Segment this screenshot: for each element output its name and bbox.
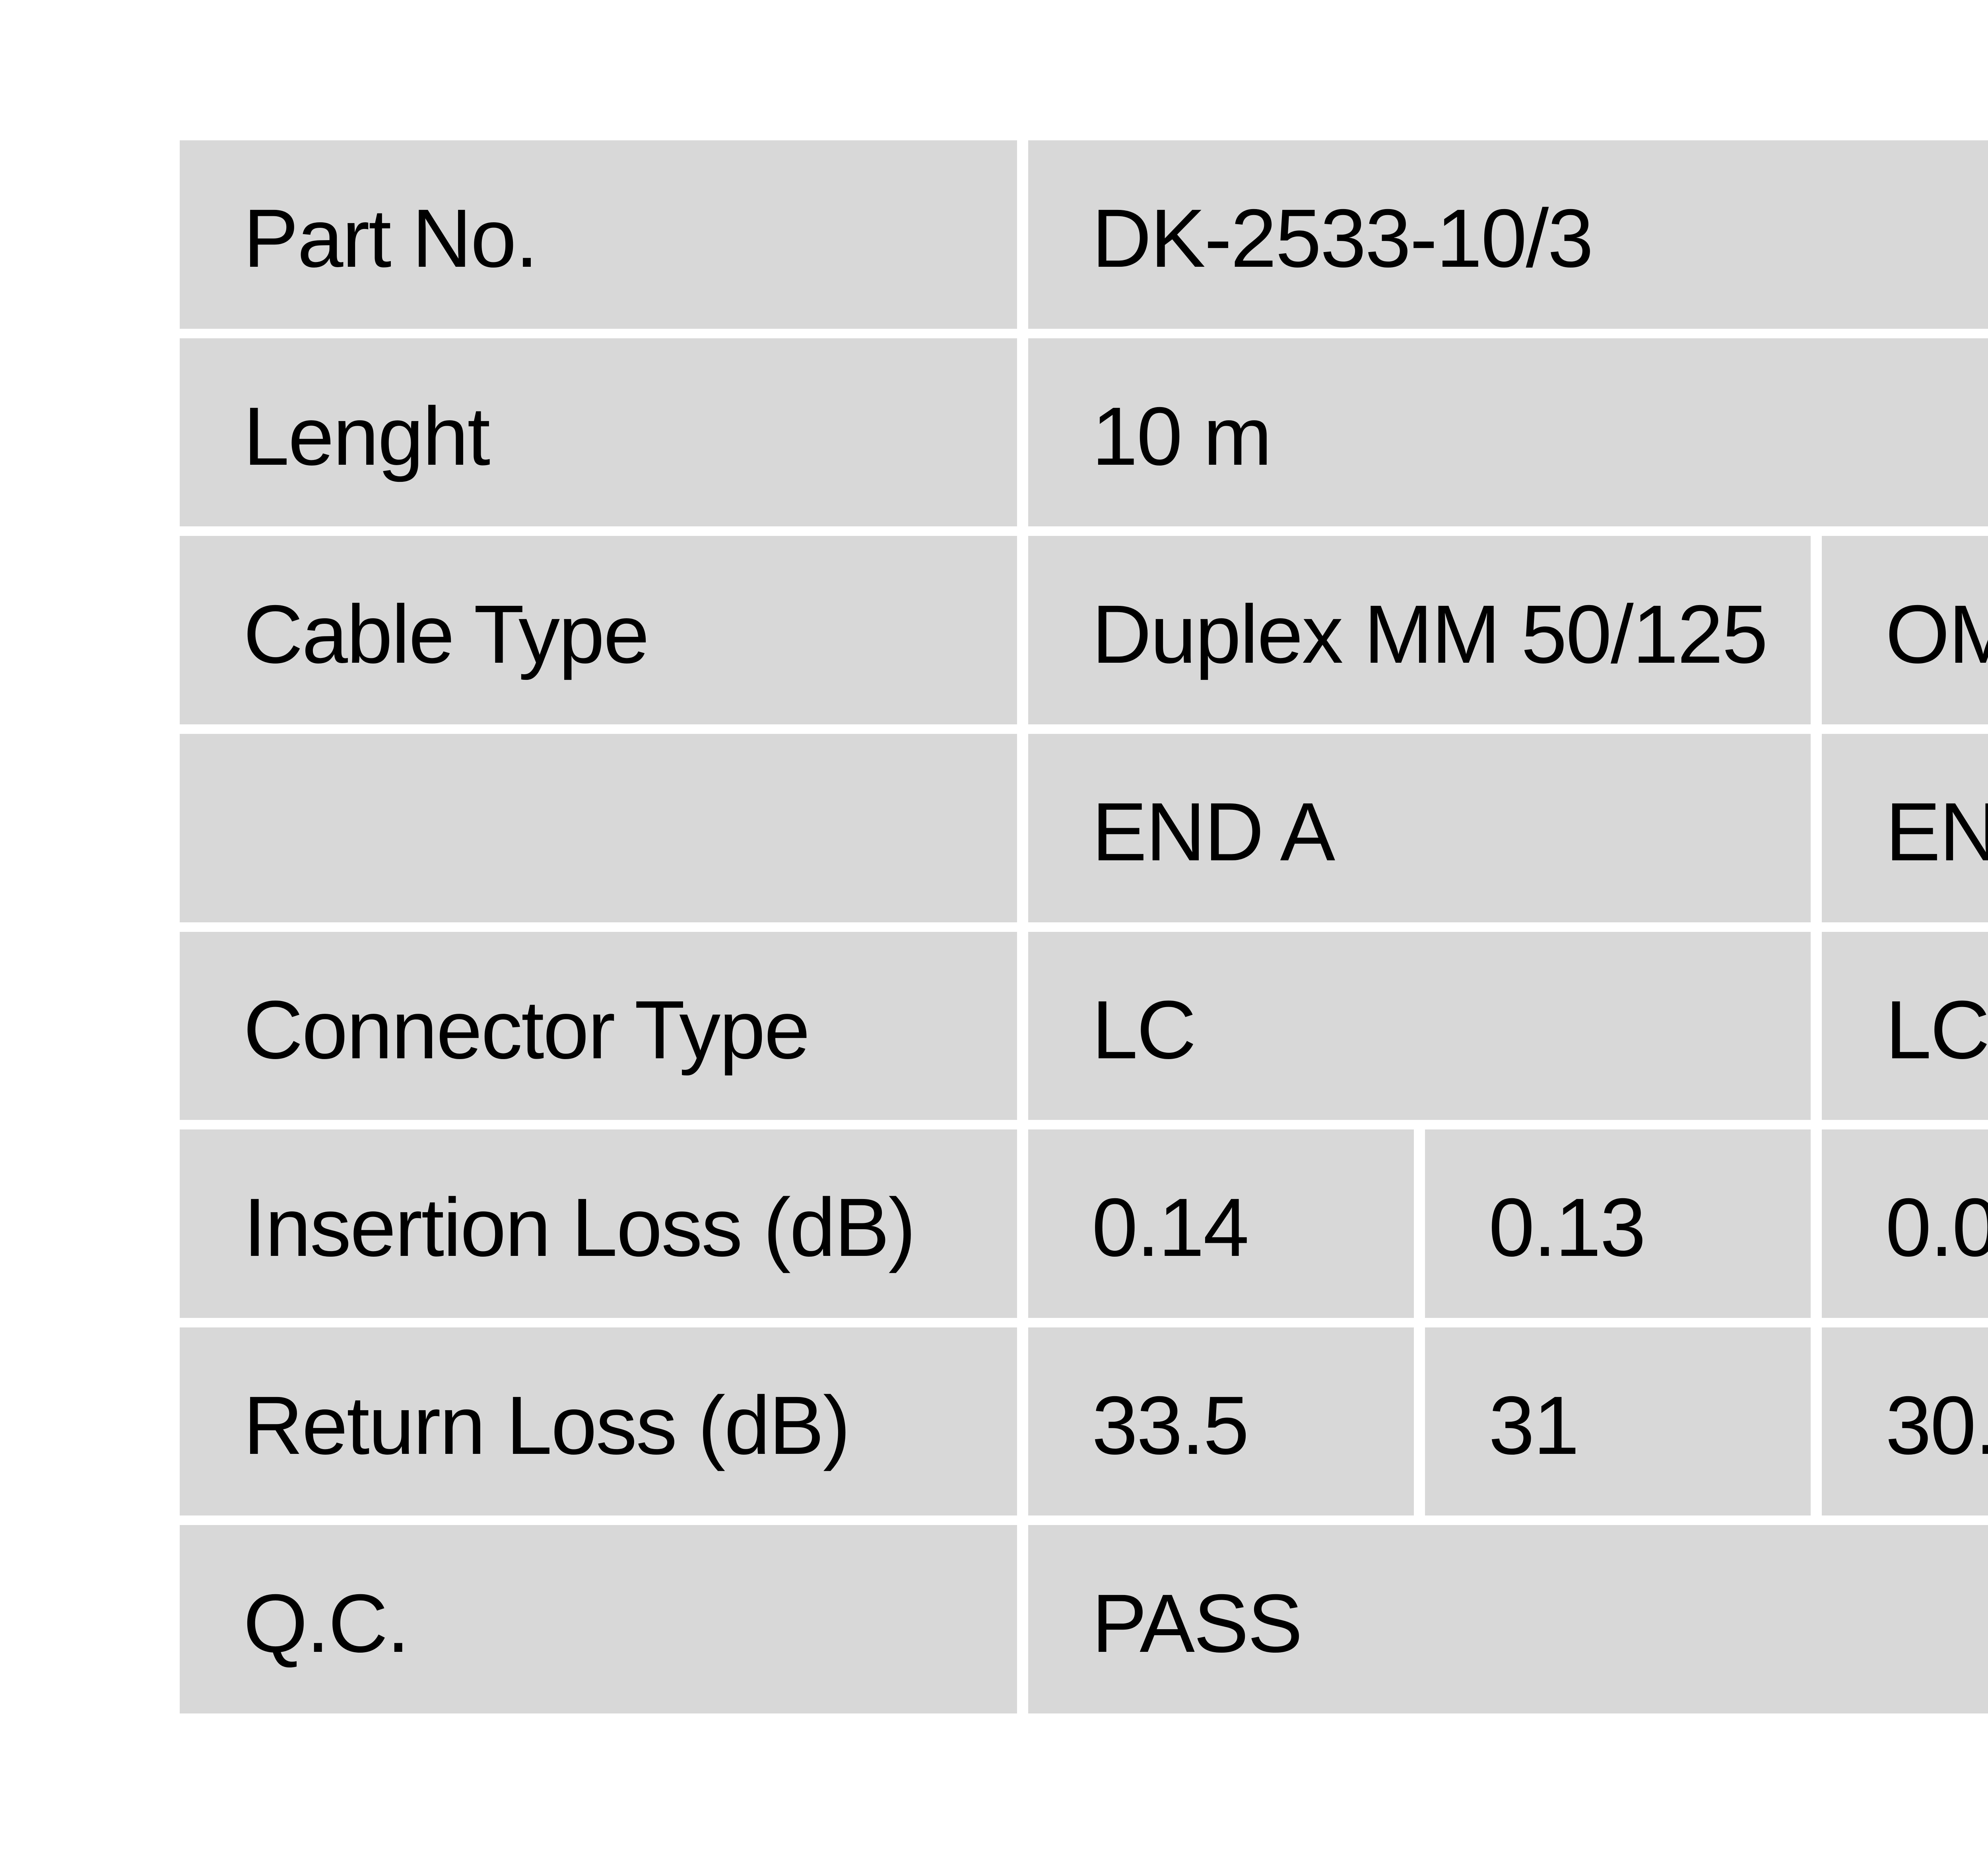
row-insertion-loss: Insertion Loss (dB) 0.14 0.13 0.05 0.05 [180,1129,1988,1318]
row-qc: Q.C. PASS [180,1525,1988,1713]
insertion-loss-label: Insertion Loss (dB) [180,1129,1017,1318]
part-no-label: Part No. [180,140,1017,329]
qc-value: PASS [1028,1525,1988,1713]
end-b-header: END B [1822,733,1988,922]
row-length: Lenght 10 m [180,338,1988,527]
return-loss-end-a-fiber1: 33.5 [1028,1327,1414,1516]
insertion-loss-end-b-fiber1: 0.05 [1822,1129,1988,1318]
row-cable-type: Cable Type Duplex MM 50/125 OM3 LSZH [180,536,1988,724]
qc-label: Q.C. [180,1525,1017,1713]
return-loss-end-a-fiber2: 31 [1425,1327,1811,1516]
connector-type-label: Connector Type [180,931,1017,1120]
return-loss-label: Return Loss (dB) [180,1327,1017,1516]
insertion-loss-end-a-fiber1: 0.14 [1028,1129,1414,1318]
row-part-no: Part No. DK-2533-10/3 [180,140,1988,329]
row-connector-type: Connector Type LC LC [180,931,1988,1120]
cable-type-value-a: Duplex MM 50/125 [1028,536,1811,724]
length-label: Lenght [180,338,1017,527]
connector-type-end-a-value: LC [1028,931,1811,1120]
spec-table: Part No. DK-2533-10/3 Lenght 10 m Cable … [180,140,1988,1713]
row-return-loss: Return Loss (dB) 33.5 31 30.6 31.7 [180,1327,1988,1516]
end-header-spacer-cell [180,733,1017,922]
end-a-header: END A [1028,733,1811,922]
cable-type-label: Cable Type [180,536,1017,724]
cable-type-value-b: OM3 LSZH [1822,536,1988,724]
part-no-value: DK-2533-10/3 [1028,140,1988,329]
return-loss-end-b-fiber1: 30.6 [1822,1327,1988,1516]
insertion-loss-end-a-fiber2: 0.13 [1425,1129,1811,1318]
length-value: 10 m [1028,338,1988,527]
row-end-headers: END A END B [180,733,1988,922]
connector-type-end-b-value: LC [1822,931,1988,1120]
